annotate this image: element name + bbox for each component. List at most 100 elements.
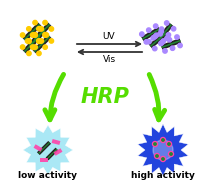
Polygon shape: [141, 27, 161, 41]
Circle shape: [39, 27, 44, 31]
Circle shape: [161, 138, 166, 143]
Circle shape: [43, 45, 47, 49]
Polygon shape: [161, 40, 181, 48]
Polygon shape: [32, 34, 52, 53]
Circle shape: [33, 33, 37, 37]
Circle shape: [140, 32, 144, 36]
Circle shape: [167, 142, 172, 146]
Circle shape: [147, 28, 151, 32]
Circle shape: [25, 39, 30, 43]
Circle shape: [43, 33, 47, 37]
Circle shape: [31, 33, 35, 37]
Polygon shape: [47, 149, 57, 159]
Circle shape: [168, 143, 170, 145]
Circle shape: [38, 39, 42, 43]
Polygon shape: [23, 125, 73, 175]
Circle shape: [39, 39, 44, 43]
Circle shape: [144, 40, 149, 44]
Circle shape: [147, 40, 151, 44]
Polygon shape: [33, 144, 42, 152]
Polygon shape: [46, 148, 58, 160]
Circle shape: [161, 39, 166, 43]
Polygon shape: [22, 34, 42, 53]
Circle shape: [27, 39, 31, 43]
Circle shape: [153, 142, 158, 146]
Circle shape: [164, 21, 169, 25]
Circle shape: [38, 26, 42, 31]
Polygon shape: [142, 28, 160, 40]
Circle shape: [162, 139, 164, 141]
Text: HRP: HRP: [80, 87, 129, 107]
Circle shape: [153, 24, 158, 28]
Circle shape: [44, 33, 48, 37]
Circle shape: [49, 27, 54, 31]
Circle shape: [158, 32, 162, 36]
Circle shape: [165, 36, 169, 40]
Circle shape: [163, 49, 167, 53]
Circle shape: [27, 39, 31, 44]
Circle shape: [154, 153, 159, 159]
Text: Vis: Vis: [102, 55, 116, 64]
Circle shape: [153, 46, 157, 51]
Polygon shape: [149, 32, 167, 48]
Circle shape: [156, 155, 158, 157]
Polygon shape: [150, 33, 166, 47]
Circle shape: [37, 27, 41, 31]
Circle shape: [162, 158, 164, 160]
Circle shape: [33, 45, 37, 49]
Circle shape: [154, 33, 159, 37]
Circle shape: [43, 32, 47, 37]
Circle shape: [33, 32, 37, 37]
Text: low activity: low activity: [19, 171, 78, 180]
Circle shape: [20, 45, 25, 49]
Polygon shape: [34, 36, 50, 52]
Text: high activity: high activity: [131, 171, 195, 180]
Polygon shape: [54, 148, 62, 156]
Circle shape: [153, 140, 173, 160]
Circle shape: [27, 51, 31, 56]
Polygon shape: [27, 29, 47, 48]
Circle shape: [49, 39, 54, 43]
Circle shape: [160, 40, 164, 45]
Circle shape: [20, 33, 25, 37]
Text: UV: UV: [103, 32, 115, 41]
Circle shape: [154, 143, 156, 145]
Polygon shape: [32, 22, 52, 42]
Circle shape: [159, 29, 163, 34]
Circle shape: [178, 43, 182, 48]
Polygon shape: [52, 139, 60, 145]
Circle shape: [166, 33, 171, 37]
Polygon shape: [138, 124, 188, 176]
Circle shape: [37, 39, 41, 43]
Circle shape: [159, 41, 163, 46]
Polygon shape: [40, 158, 48, 162]
Circle shape: [170, 153, 172, 155]
Circle shape: [33, 20, 37, 25]
Circle shape: [161, 156, 166, 161]
Polygon shape: [29, 30, 45, 46]
Circle shape: [32, 33, 36, 37]
Polygon shape: [34, 24, 50, 40]
Circle shape: [170, 46, 175, 50]
Polygon shape: [24, 36, 40, 52]
Polygon shape: [157, 23, 173, 41]
Polygon shape: [37, 141, 51, 155]
Circle shape: [159, 27, 164, 31]
Circle shape: [37, 39, 41, 44]
Circle shape: [27, 27, 31, 31]
Polygon shape: [38, 142, 50, 154]
Circle shape: [167, 38, 172, 42]
Circle shape: [37, 51, 41, 56]
Circle shape: [32, 45, 36, 50]
Polygon shape: [24, 24, 40, 40]
Polygon shape: [158, 24, 172, 40]
Circle shape: [168, 152, 173, 156]
Circle shape: [175, 35, 179, 39]
Circle shape: [43, 20, 47, 25]
Polygon shape: [161, 38, 181, 50]
Circle shape: [153, 34, 157, 39]
Circle shape: [171, 26, 176, 31]
Circle shape: [31, 45, 35, 49]
Circle shape: [151, 36, 155, 40]
Polygon shape: [22, 22, 42, 42]
